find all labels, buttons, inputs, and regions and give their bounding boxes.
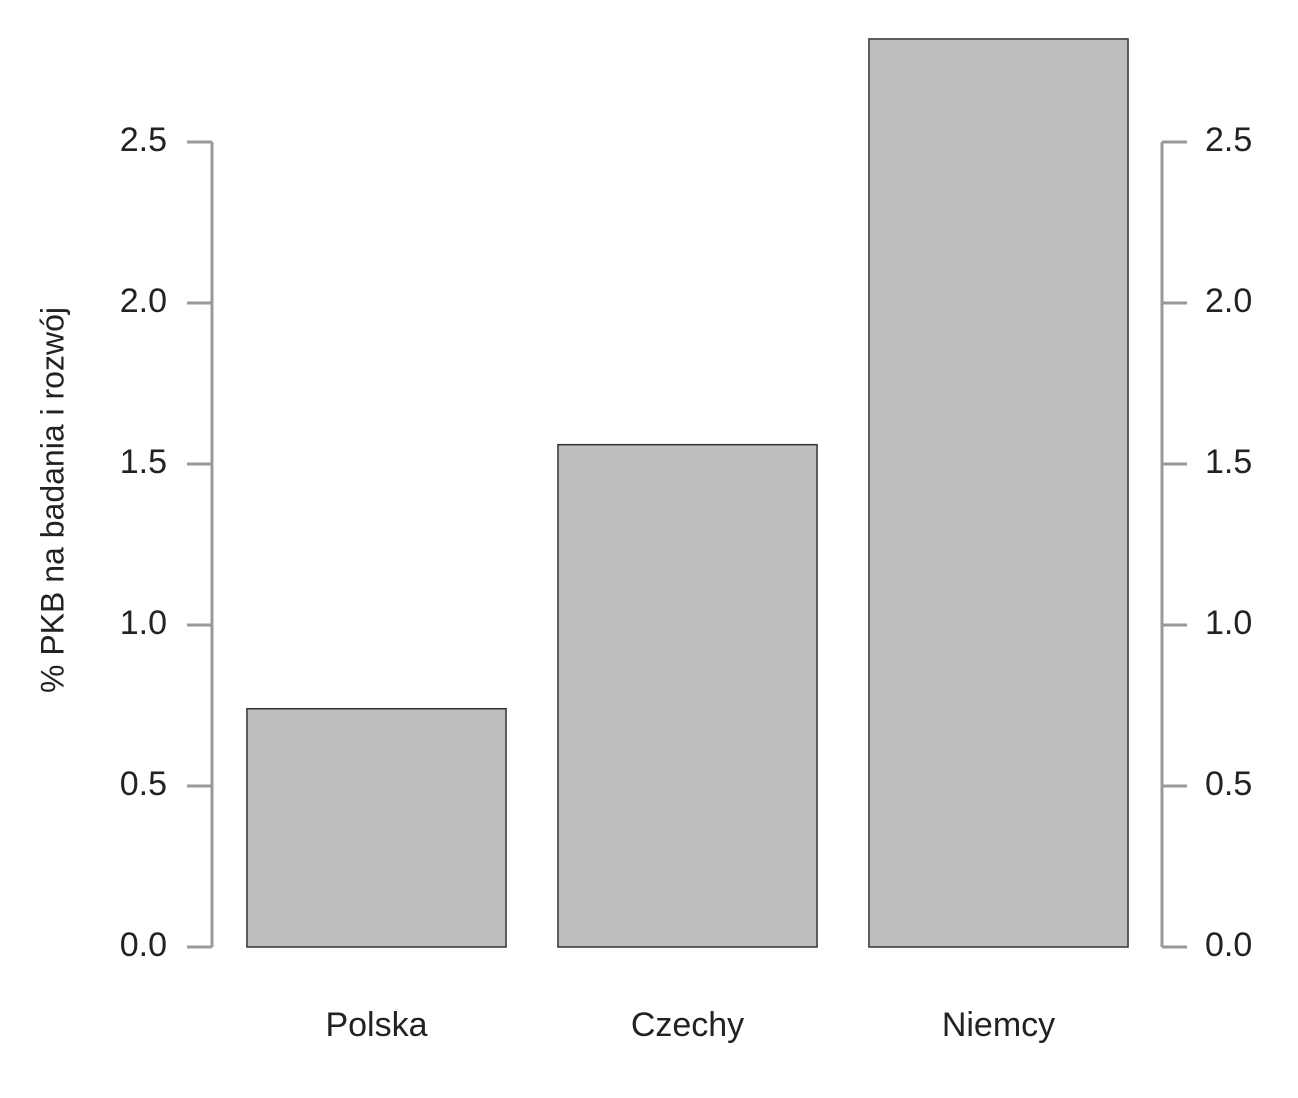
y-tick-label: 0.0 xyxy=(120,926,167,964)
y2-tick-label: 0.0 xyxy=(1205,926,1252,964)
bar xyxy=(557,443,818,948)
y2-tick-label: 1.5 xyxy=(1205,443,1252,481)
y2-tick-label: 2.5 xyxy=(1205,121,1252,159)
y2-tick-label: 1.0 xyxy=(1205,604,1252,642)
y-tick-label: 1.0 xyxy=(120,604,167,642)
x-tick-label: Czechy xyxy=(631,1006,744,1044)
y-axis-label: % PKB na badania i rozwój xyxy=(34,307,70,693)
bar xyxy=(868,38,1129,948)
y2-tick-label: 2.0 xyxy=(1205,282,1252,320)
y2-tick-label: 0.5 xyxy=(1205,765,1252,803)
x-tick-label: Niemcy xyxy=(942,1006,1055,1044)
bar xyxy=(246,707,507,948)
y-tick-label: 0.5 xyxy=(120,765,167,803)
x-tick-label: Polska xyxy=(325,1006,427,1044)
y-tick-label: 2.0 xyxy=(120,282,167,320)
y-tick-label: 1.5 xyxy=(120,443,167,481)
y-tick-label: 2.5 xyxy=(120,121,167,159)
